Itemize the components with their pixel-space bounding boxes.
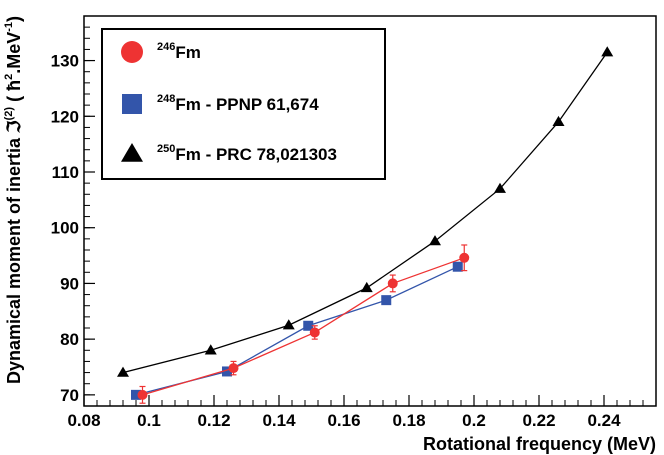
data-point xyxy=(360,281,373,293)
data-point xyxy=(381,295,392,306)
series-line xyxy=(122,51,608,374)
data-point xyxy=(552,115,565,127)
legend-label-text: Fm - PRC 78,021303 xyxy=(175,145,337,164)
legend-label: 246Fm xyxy=(157,41,201,62)
legend-label-mass-number: 250 xyxy=(157,143,175,155)
x-tick-label: 0.16 xyxy=(327,411,360,430)
y-axis-title-main: Dynamical moment of inertia ℑ xyxy=(4,120,24,384)
legend-entry: 250Fm - PRC 78,021303 xyxy=(121,143,337,164)
y-tick-label: 90 xyxy=(60,274,79,293)
x-tick-label: 0.08 xyxy=(67,411,100,430)
x-tick-label: 0.22 xyxy=(522,411,555,430)
x-tick-labels: 0.08 0.1 0.12 0.14 0.16 0.18 0.2 0.22 0.24 xyxy=(67,411,621,430)
y-tick-labels: 70 80 90 100 110 120 130 xyxy=(51,52,79,405)
y-axis-title-sup: (2) xyxy=(3,107,15,121)
x-tick-label: 0.1 xyxy=(137,411,161,430)
axis-ticks xyxy=(83,15,657,407)
y-axis-title-unit-close: ) xyxy=(4,16,24,22)
y-tick-label: 100 xyxy=(51,219,79,238)
series-circle xyxy=(137,244,470,404)
legend-box xyxy=(101,28,386,180)
data-point xyxy=(117,366,129,377)
x-tick-label: 0.12 xyxy=(197,411,230,430)
x-tick-label: 0.14 xyxy=(262,411,296,430)
y-tick-label: 80 xyxy=(60,330,79,349)
y-tick-label: 70 xyxy=(60,386,79,405)
data-point xyxy=(222,366,232,377)
y-axis-title-unit-sup2: -1 xyxy=(3,22,15,32)
x-tick-label: 0.18 xyxy=(392,411,425,430)
series-layer xyxy=(117,46,614,404)
y-axis-title-unit-open: ( ħ xyxy=(4,80,24,107)
series-line xyxy=(135,266,459,396)
data-point xyxy=(137,389,148,400)
data-point xyxy=(429,235,441,246)
data-point xyxy=(387,278,398,289)
legend-label-mass-number: 248 xyxy=(157,93,175,105)
legend-marker-triangle xyxy=(121,143,143,162)
data-point xyxy=(204,344,217,355)
y-axis-title-unit-mid: .MeV xyxy=(4,32,24,74)
y-axis-title-unit-sup1: 2 xyxy=(3,74,15,80)
legend-label-mass-number: 246 xyxy=(157,41,175,53)
legend-label-text: Fm - PPNP 61,674 xyxy=(175,95,319,114)
y-tick-label: 120 xyxy=(51,107,79,126)
data-point xyxy=(303,320,314,331)
legend: 246Fm 248Fm - PPNP 61,674 250Fm - PRC 78,0… xyxy=(101,28,386,180)
y-tick-label: 110 xyxy=(52,163,79,182)
legend-label: 248Fm - PPNP 61,674 xyxy=(157,93,319,114)
legend-entry: 248Fm - PPNP 61,674 xyxy=(122,93,319,114)
data-point xyxy=(228,363,239,374)
data-point xyxy=(494,182,506,193)
data-point xyxy=(309,327,320,338)
legend-entry: 246Fm xyxy=(121,41,201,63)
data-point xyxy=(601,46,614,57)
data-point xyxy=(452,261,463,272)
legend-label: 250Fm - PRC 78,021303 xyxy=(157,143,337,164)
data-point xyxy=(131,389,141,400)
y-axis-title: Dynamical moment of inertia ℑ(2) ( ħ2.Me… xyxy=(3,16,24,384)
series-triangle xyxy=(117,46,614,377)
x-axis-title: Rotational frequency (MeV) xyxy=(423,434,656,454)
x-tick-label: 0.24 xyxy=(587,411,621,430)
legend-marker-square xyxy=(122,94,142,114)
data-point xyxy=(459,252,470,263)
legend-label-text: Fm xyxy=(175,43,201,62)
x-tick-label: 0.2 xyxy=(462,411,486,430)
y-tick-label: 130 xyxy=(51,52,79,71)
data-point xyxy=(282,319,295,330)
legend-marker-circle xyxy=(121,41,143,63)
series-square xyxy=(131,261,463,400)
